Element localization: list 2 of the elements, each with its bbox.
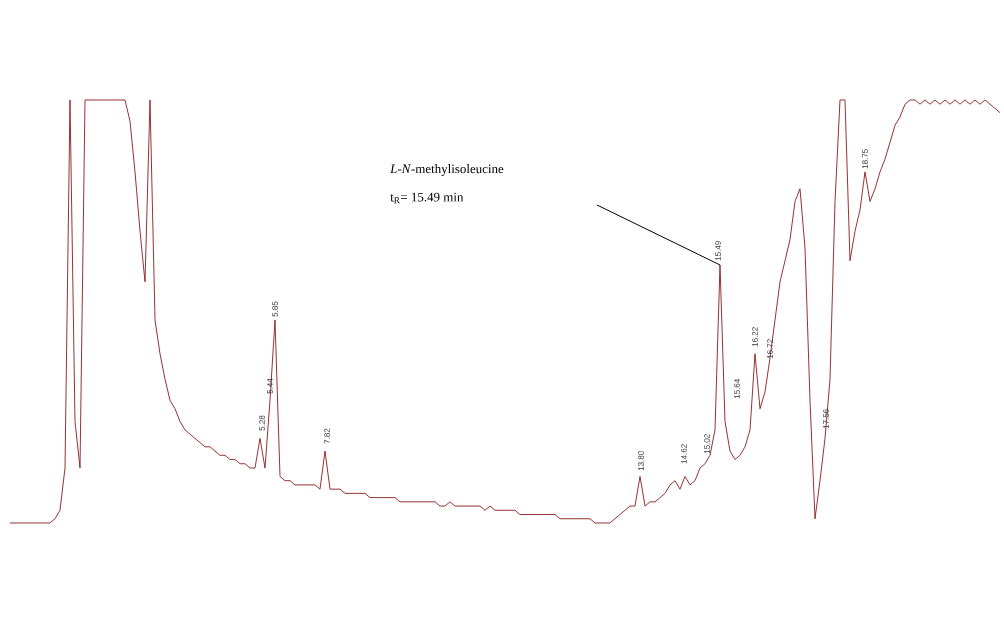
annotation: L-N-methylisoleucine <box>390 164 504 176</box>
annotation: t$_{R}$= 15.49 min <box>390 192 464 204</box>
